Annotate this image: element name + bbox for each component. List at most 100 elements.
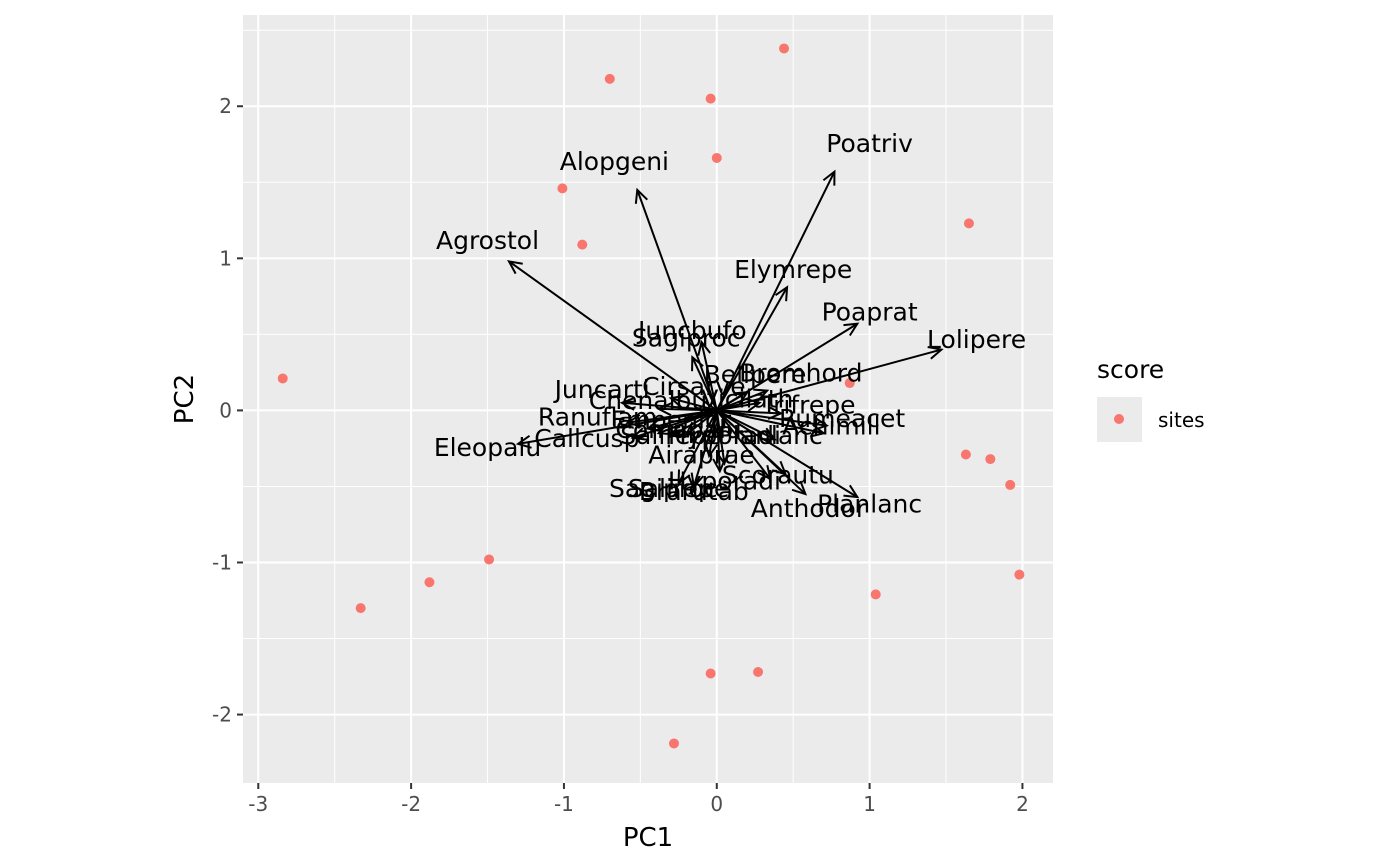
loading-label-poaprat: Poaprat [822, 298, 918, 327]
arrowhead [774, 285, 789, 302]
site-point [960, 449, 971, 460]
site-point [963, 218, 974, 229]
site-point [1005, 479, 1016, 490]
arrowhead [757, 464, 772, 481]
y-tick-label: 2 [219, 94, 232, 118]
loading-label-hyporadi: Hyporadi [668, 421, 781, 450]
loading-label-juncarti: Juncarti [553, 375, 650, 404]
loading-label-empenigr: Empenigr [611, 406, 732, 435]
loading-label-lolipere: Lolipere [927, 325, 1026, 354]
arrowhead [753, 388, 770, 402]
site-point [557, 183, 568, 194]
loading-arrow-salirepe2 [677, 409, 718, 484]
site-point [985, 454, 996, 465]
site-point [668, 738, 679, 749]
arrowhead [927, 346, 944, 360]
loading-labels: Poatriv Alopgeni Agrostol Elymrepe Poaprat Lo… [434, 129, 1026, 523]
loading-arrow-juncbufo [700, 341, 718, 411]
loading-label-planlanc: Planlanc [817, 489, 922, 518]
site-point [753, 666, 764, 677]
loading-arrow-chenalbu [658, 407, 717, 412]
arrowhead [690, 472, 705, 489]
arrowhead [843, 322, 860, 337]
loading-arrow-bromhord [716, 389, 768, 412]
loading-label-ranuflam: Ranuflam [538, 403, 657, 432]
plot-panel [243, 15, 1053, 783]
arrowhead [684, 421, 701, 437]
loading-label-elymrepe: Elymrepe [734, 255, 852, 284]
loading-label-callcusp: Callcusp [534, 424, 639, 453]
y-tick-label: 1 [219, 246, 232, 270]
loading-label-agrostol: Agrostol [436, 226, 539, 255]
axes: -3 -2 -1 0 1 2 -2 -1 0 1 2 [212, 94, 1029, 816]
loading-label-bromhord: Bromhord [739, 359, 862, 388]
loading-label-cirsarve: Cirsarve [642, 372, 745, 401]
x-tick-label: -1 [554, 792, 574, 816]
loading-label-achimill: Achimill [782, 412, 880, 441]
loading-arrows [507, 169, 944, 499]
legend-point [1114, 414, 1124, 424]
site-point [277, 373, 288, 384]
arrowhead [712, 457, 727, 474]
loading-arrow-poatriv [715, 171, 836, 411]
arrowhead [630, 427, 647, 441]
legend-title: score [1097, 355, 1164, 384]
loading-label-brarutab: Brarutab [639, 477, 749, 506]
x-tick-label: 2 [1016, 792, 1029, 816]
loading-arrow-sagiproc [691, 356, 718, 411]
loading-label-planlanc: Planlanc [718, 421, 823, 450]
loading-label-poatriv: Poatriv [826, 129, 913, 158]
site-point [779, 43, 790, 54]
arrowhead [822, 169, 836, 186]
loading-label-airaprae: Airaprae [648, 441, 755, 470]
site-point [604, 73, 615, 84]
loading-arrow-planlanc2 [716, 409, 858, 498]
site-point [424, 577, 435, 588]
loading-arrow-vicilath [716, 401, 760, 412]
legend: score sites [1097, 355, 1205, 442]
loading-label-vicilath: Vicilath [701, 384, 793, 413]
site-point [705, 93, 716, 104]
arrowhead [634, 187, 649, 204]
x-tick-label: 0 [710, 792, 723, 816]
loading-arrow-anthodor [715, 409, 772, 480]
site-points [277, 43, 1025, 749]
loading-arrow-salirepe [670, 409, 718, 438]
arrowhead [843, 484, 860, 499]
loading-arrow-rumeacet [716, 409, 827, 427]
site-point [1014, 569, 1025, 580]
loading-label-hyporadi: Hyporadi [668, 466, 781, 495]
loading-arrow-anthodor2 [716, 409, 807, 495]
legend-label-sites: sites [1158, 408, 1205, 432]
site-point [711, 152, 722, 163]
loading-arrow-elymrepe [715, 286, 788, 411]
panel-background [243, 15, 1053, 783]
loading-label-juncbufo: Juncbufo [636, 316, 747, 345]
y-tick-label: 0 [219, 398, 232, 422]
arrowhead [745, 398, 762, 412]
loading-arrow-alopgeni [636, 189, 718, 411]
loading-arrow-agrostol [508, 260, 718, 412]
y-tick-label: -1 [212, 550, 232, 574]
arrowhead [656, 402, 672, 417]
loading-label-comapalu: Comapalu [615, 415, 741, 444]
loading-label-chenalbu: Chenalbu [589, 386, 708, 415]
loading-label-salirepe: Salirepe [620, 421, 721, 450]
loading-arrow-hyporadi2 [715, 410, 721, 472]
arrowhead [791, 480, 808, 496]
loading-label-salirepe: Salirepe [628, 474, 729, 503]
site-point [705, 668, 716, 679]
x-tick-label: 1 [863, 792, 876, 816]
arrowhead [668, 394, 685, 409]
arrowhead [619, 396, 636, 411]
arrowhead [668, 424, 685, 438]
y-axis-title: PC2 [170, 374, 200, 424]
loading-arrow-eleopalu [517, 409, 717, 445]
loading-label-sagiproc: Sagiproc [632, 324, 741, 353]
loading-label-trifrepe: Trifrepe [760, 390, 855, 419]
loading-label-scorautu: Scorautu [722, 460, 834, 489]
loading-arrow-brarutab [692, 410, 718, 487]
arrowhead [697, 339, 711, 356]
loading-arrow-callcusp [632, 409, 718, 439]
arrowhead [691, 355, 704, 372]
